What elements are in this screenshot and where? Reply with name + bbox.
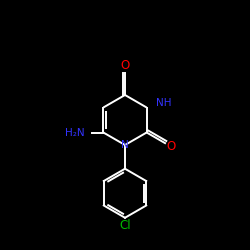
Text: Cl: Cl (119, 219, 131, 232)
Text: NH: NH (156, 98, 172, 108)
Text: N: N (121, 140, 129, 150)
Text: O: O (120, 59, 130, 72)
Text: H₂N: H₂N (65, 128, 84, 138)
Text: O: O (166, 140, 176, 153)
